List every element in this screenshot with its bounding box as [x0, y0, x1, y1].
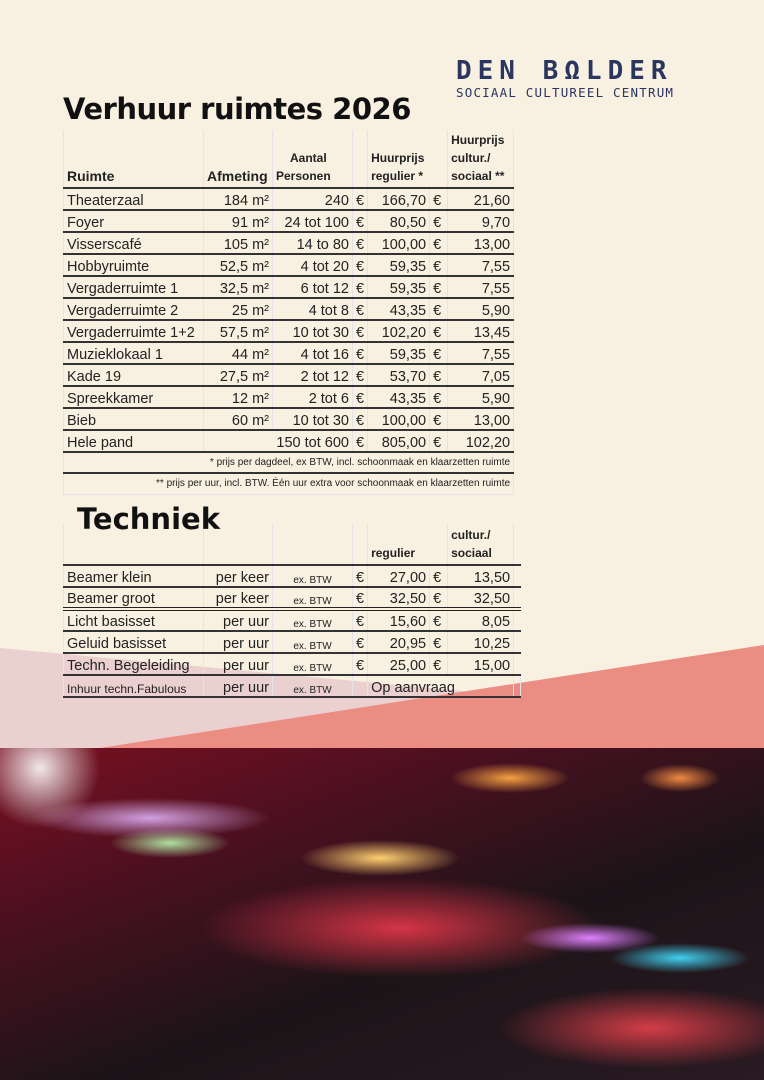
section-title-techniek: Techniek — [77, 502, 220, 536]
table-row: Muzieklokaal 1 44 m² 4 tot 16 €59,35 €7,55 — [63, 342, 515, 364]
header-ruimte: Ruimte — [63, 130, 204, 188]
table-row: Beamer groot per keer ex. BTW €32,50 €32,50 — [63, 587, 521, 609]
table-row: Kade 19 27,5 m² 2 tot 12 €53,70 €7,05 — [63, 364, 515, 386]
table-row: Beamer klein per keer ex. BTW €27,00 €13,50 — [63, 565, 521, 587]
table-row: Hele pand 150 tot 600 €805,00 €102,20 — [63, 430, 515, 452]
table-row: Visserscafé 105 m² 14 to 80 €100,00 €13,00 — [63, 232, 515, 254]
header-sociaal: cultur./sociaal — [447, 523, 515, 565]
table-row: Techn. Begeleiding per uur ex. BTW €25,00 €1… — [63, 653, 521, 675]
table-row: Theaterzaal 184 m² 240 €166,70 €21,60 — [63, 188, 515, 210]
header-sociaal: Huurprijs cultur./sociaal ** — [447, 130, 515, 188]
table-row: Foyer 91 m² 24 tot 100 €80,50 €9,70 — [63, 210, 515, 232]
table-row: Vergaderruimte 2 25 m² 4 tot 8 €43,35 €5,90 — [63, 298, 515, 320]
table-row: Vergaderruimte 1+2 57,5 m² 10 tot 30 €102,2… — [63, 320, 515, 342]
table-row: Vergaderruimte 1 32,5 m² 6 tot 12 €59,35 €7,… — [63, 276, 515, 298]
page-title: Verhuur ruimtes 2026 — [63, 92, 411, 126]
table-row: Hobbyruimte 52,5 m² 4 tot 20 €59,35 €7,55 — [63, 254, 515, 276]
header-personen: Aantal Personen — [272, 130, 353, 188]
tech-table: regulier cultur./sociaal Beamer klein per… — [63, 523, 522, 698]
table-row: Inhuur techn.Fabulous per uur ex. BTW Op aa… — [63, 675, 522, 697]
header-regulier: Huurprijs regulier * — [367, 130, 449, 188]
header-regulier: regulier — [367, 523, 449, 565]
table-row: Licht basisset per uur ex. BTW €15,60 €8,05 — [63, 609, 521, 631]
table-row: Spreekkamer 12 m² 2 tot 6 €43,35 €5,90 — [63, 386, 515, 408]
footnote-row: ** prijs per uur, incl. BTW. Één uur ext… — [62, 472, 515, 495]
mixing-console-photo — [0, 748, 764, 1080]
rooms-table: Ruimte Afmeting Aantal Personen Huurprijs… — [62, 130, 515, 495]
header-afmeting: Afmeting — [203, 130, 273, 188]
logo: DEN BΩLDER SOCIAAL CULTUREEL CENTRUM — [456, 56, 675, 100]
footnote-row: * prijs per dagdeel, ex BTW, incl. schoo… — [62, 451, 515, 474]
table-row: Geluid basisset per uur ex. BTW €20,95 €10,2… — [63, 631, 521, 653]
table-row: Bieb 60 m² 10 tot 30 €100,00 €13,00 — [63, 408, 515, 430]
